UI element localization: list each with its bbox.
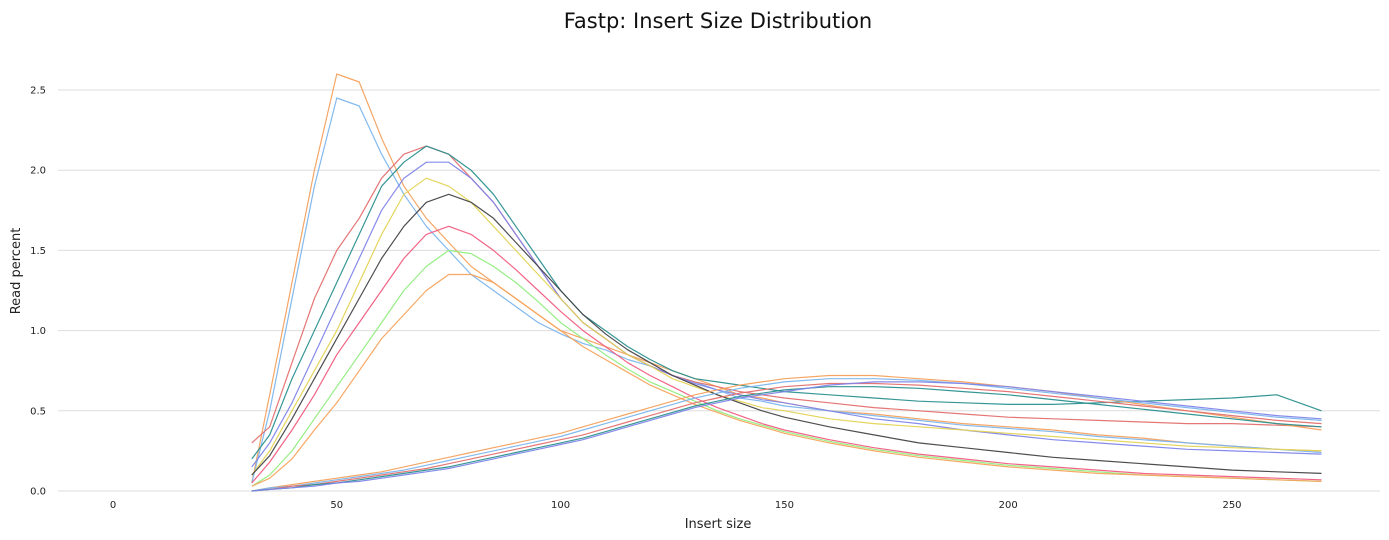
x-tick-label: 0 — [110, 500, 116, 511]
y-tick-label: 0.0 — [30, 487, 46, 498]
x-tick-labels: 0 50 100 150 200 250 — [110, 500, 1242, 511]
series-line — [251, 249, 1322, 487]
x-tick-label: 50 — [330, 500, 343, 511]
series-line — [251, 161, 1322, 468]
y-tick-labels: 0.0 0.5 1.0 1.5 2.0 2.5 — [30, 86, 46, 498]
x-axis-label: Insert size — [685, 517, 752, 532]
series-lines — [251, 73, 1322, 492]
y-grid-lines — [58, 89, 1380, 492]
series-line — [251, 378, 1322, 492]
series-line — [251, 177, 1322, 476]
x-tick-label: 150 — [775, 500, 794, 511]
y-axis-label: Read percent — [9, 228, 24, 315]
series-line — [251, 225, 1322, 484]
series-line — [251, 193, 1322, 476]
x-tick-label: 250 — [1222, 500, 1241, 511]
y-tick-label: 0.5 — [30, 406, 46, 417]
series-line — [251, 381, 1322, 492]
series-line — [251, 273, 1322, 487]
chart-title: Fastp: Insert Size Distribution — [564, 9, 872, 33]
y-tick-label: 2.0 — [30, 166, 46, 177]
series-line — [251, 145, 1322, 460]
x-tick-label: 100 — [551, 500, 570, 511]
y-tick-label: 2.5 — [30, 86, 46, 97]
y-tick-label: 1.5 — [30, 246, 46, 257]
x-tick-label: 200 — [999, 500, 1018, 511]
series-line — [251, 73, 1322, 484]
series-line — [251, 386, 1322, 492]
series-line — [251, 145, 1322, 444]
series-line — [251, 382, 1322, 492]
y-tick-label: 1.0 — [30, 326, 46, 337]
